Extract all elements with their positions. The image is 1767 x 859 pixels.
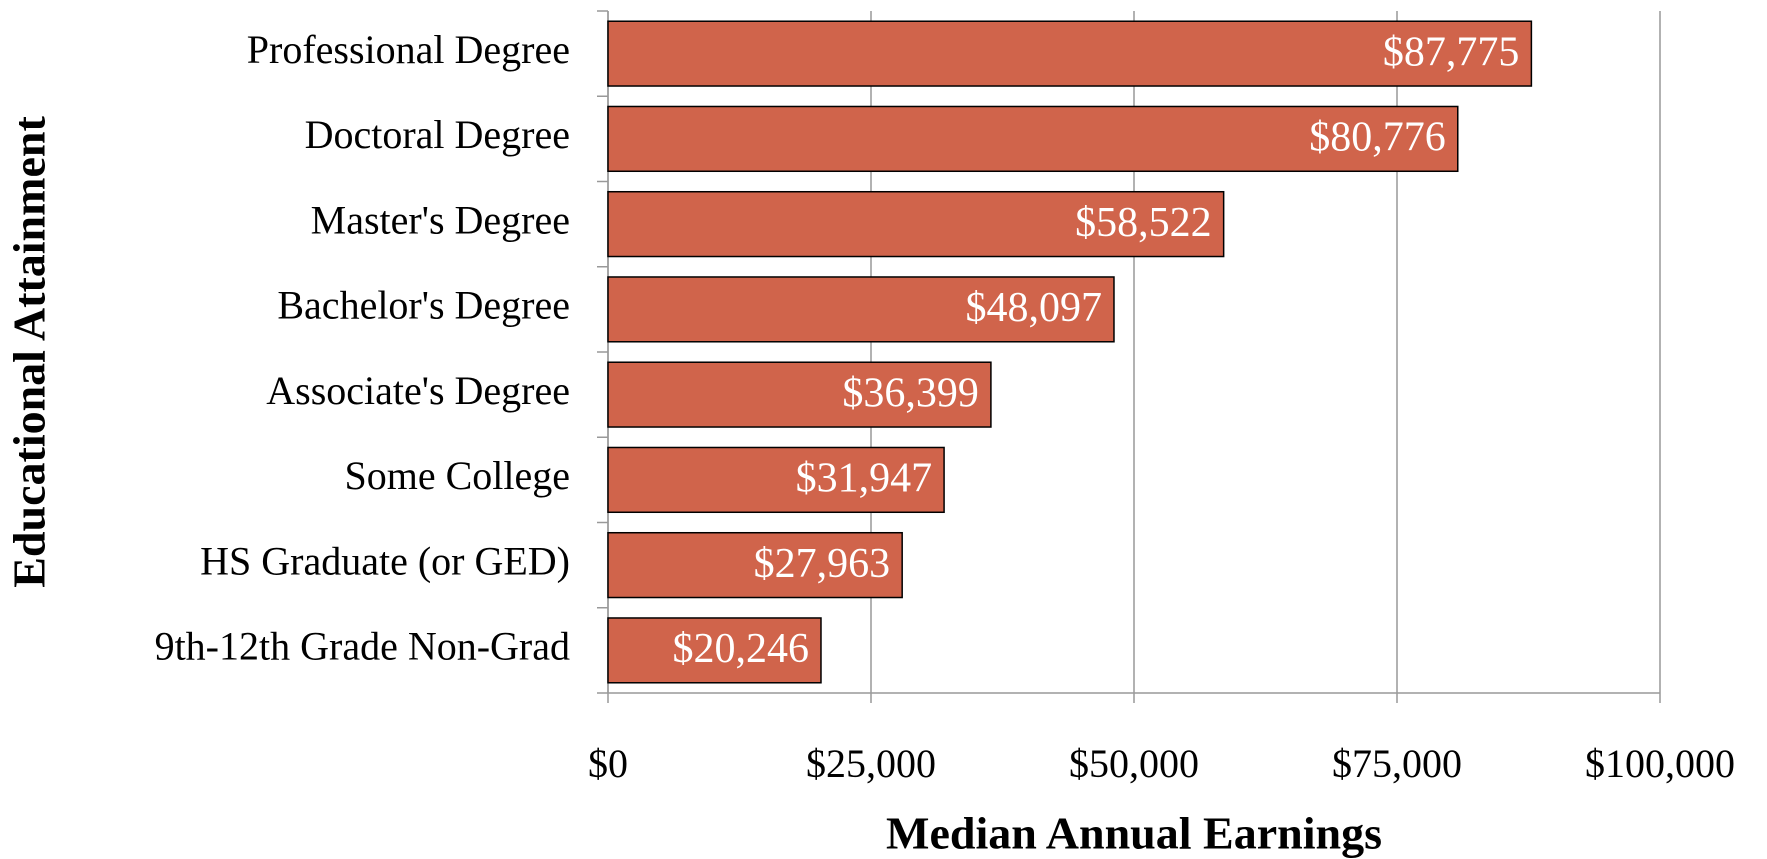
data-label: $58,522	[1075, 200, 1212, 246]
data-label: $20,246	[672, 626, 809, 672]
data-label: $36,399	[842, 370, 979, 416]
data-label: $48,097	[965, 285, 1102, 331]
data-label: $31,947	[796, 456, 933, 502]
bar	[607, 105, 1459, 173]
y-tick-label: Professional Degree	[247, 27, 570, 72]
bar	[607, 20, 1533, 87]
x-tick-label: $75,000	[1332, 741, 1462, 786]
y-tick-label: HS Graduate (or GED)	[200, 538, 570, 583]
y-tick-label: Associate's Degree	[266, 368, 570, 413]
bar	[607, 190, 1225, 258]
data-label: $27,963	[754, 541, 891, 587]
y-tick-label: 9th-12th Grade Non-Grad	[155, 624, 570, 669]
y-tick-label: Some College	[344, 453, 570, 498]
x-axis-title: Median Annual Earnings	[886, 808, 1382, 859]
bar	[607, 617, 822, 684]
y-tick-label: Doctoral Degree	[305, 112, 570, 157]
y-tick-label: Master's Degree	[311, 197, 570, 242]
x-tick-label: $0	[588, 741, 628, 786]
x-tick-label: $50,000	[1069, 741, 1199, 786]
y-axis-title: Educational Attainment	[4, 116, 55, 588]
y-tick-label: Bachelor's Degree	[277, 283, 570, 328]
bar	[607, 446, 945, 514]
x-tick-label: $100,000	[1585, 741, 1735, 786]
bar	[607, 531, 903, 599]
data-label: $87,775	[1383, 29, 1520, 75]
bar	[607, 276, 1115, 343]
data-label: $80,776	[1309, 115, 1446, 161]
bar	[607, 361, 992, 428]
x-tick-label: $25,000	[806, 741, 936, 786]
